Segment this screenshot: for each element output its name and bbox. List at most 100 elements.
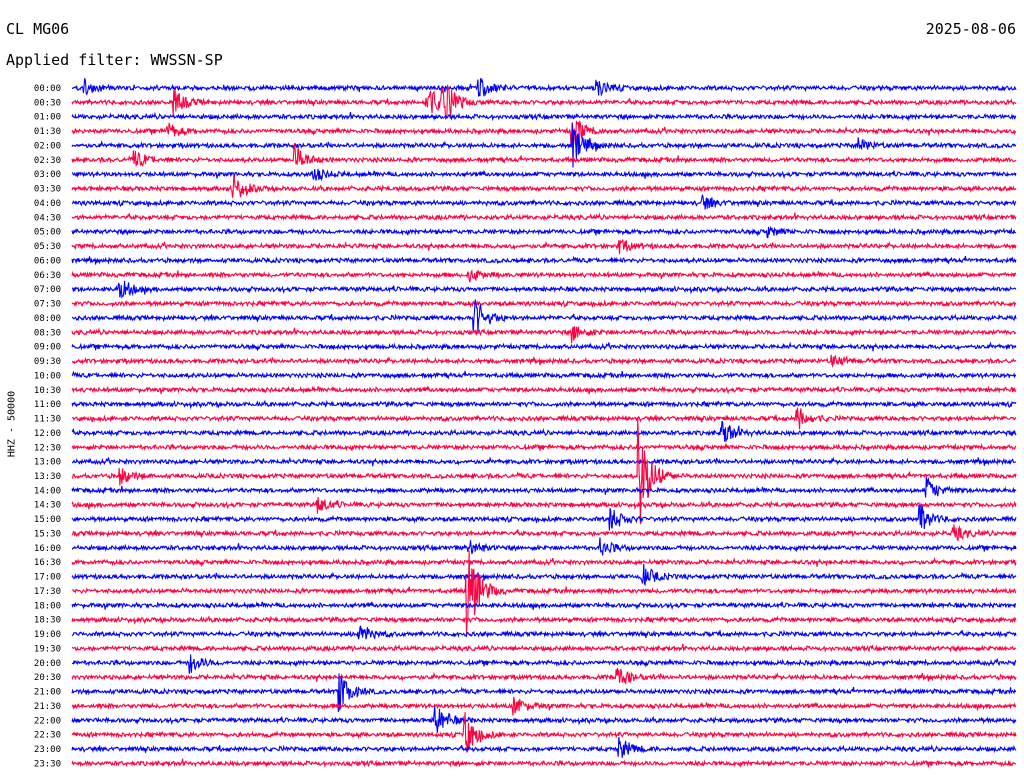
tick-label: 00:00	[34, 84, 61, 94]
trace-line	[71, 174, 1017, 198]
tick-label: 13:30	[34, 472, 61, 482]
tick-label: 04:30	[34, 213, 61, 223]
trace-line	[71, 420, 1017, 443]
trace-line	[71, 341, 1017, 352]
trace-line	[71, 84, 1017, 121]
trace-line	[71, 705, 1017, 733]
tick-label: 05:30	[34, 242, 61, 252]
trace-line	[71, 550, 1017, 635]
trace-line	[71, 385, 1017, 395]
tick-label: 12:00	[34, 429, 61, 439]
tick-label: 09:00	[34, 343, 61, 353]
trace-line	[71, 654, 1017, 674]
tick-label: 05:00	[34, 228, 61, 238]
trace-line	[71, 326, 1017, 344]
trace-line	[71, 299, 1017, 333]
trace-line	[71, 299, 1017, 309]
tick-label: 11:00	[34, 400, 61, 410]
trace-line	[71, 255, 1017, 265]
tick-label: 08:30	[34, 328, 61, 338]
trace-line	[71, 476, 1017, 498]
trace-line	[71, 456, 1017, 467]
tick-label: 13:00	[34, 458, 61, 468]
trace-line	[71, 269, 1017, 283]
tick-label: 03:00	[34, 170, 61, 180]
trace-line	[71, 123, 1017, 168]
trace-line	[71, 280, 1017, 300]
tick-label: 02:30	[34, 156, 61, 166]
tick-label: 10:00	[34, 371, 61, 381]
tick-label: 20:00	[34, 659, 61, 669]
tick-label: 17:30	[34, 587, 61, 597]
trace-line	[71, 194, 1017, 210]
trace-line	[71, 601, 1017, 611]
tick-label: 15:30	[34, 529, 61, 539]
tick-label: 16:00	[34, 544, 61, 554]
trace-line	[71, 120, 1017, 148]
trace-line	[71, 563, 1017, 587]
date-label: 2025-08-06	[925, 20, 1016, 38]
tick-label: 07:00	[34, 285, 61, 295]
trace-line	[71, 354, 1017, 368]
trace-line	[71, 673, 1017, 713]
trace-line	[71, 668, 1017, 684]
tick-label: 17:00	[34, 573, 61, 583]
tick-label: 06:00	[34, 256, 61, 266]
trace-line	[71, 712, 1017, 754]
trace-line	[71, 537, 1017, 556]
trace-line	[71, 442, 1017, 453]
tick-label: 02:00	[34, 141, 61, 151]
trace-line	[71, 556, 1017, 568]
tick-label: 01:00	[34, 113, 61, 123]
tick-label: 10:30	[34, 386, 61, 396]
tick-label: 08:00	[34, 314, 61, 324]
trace-line	[71, 696, 1017, 716]
trace-line	[71, 625, 1017, 640]
trace-line	[71, 399, 1017, 410]
trace-line	[71, 615, 1017, 625]
trace-line	[71, 407, 1017, 430]
tick-label: 16:30	[34, 558, 61, 568]
tick-label: 19:00	[34, 630, 61, 640]
trace-line	[71, 168, 1017, 182]
tick-label: 00:30	[34, 98, 61, 108]
trace-line	[71, 111, 1017, 122]
tick-label: 18:00	[34, 601, 61, 611]
trace-line	[71, 212, 1017, 222]
tick-label: 07:30	[34, 300, 61, 310]
tick-label: 14:30	[34, 501, 61, 511]
trace-line	[71, 504, 1017, 531]
tick-label: 12:30	[34, 443, 61, 453]
filter-label: Applied filter: WWSSN-SP	[6, 51, 223, 69]
station-label: CL MG06	[6, 20, 70, 38]
tick-label: 03:30	[34, 185, 61, 195]
tick-label: 06:30	[34, 271, 61, 281]
tick-label: 21:00	[34, 688, 61, 698]
tick-label: 23:30	[34, 759, 61, 769]
trace-line	[71, 239, 1017, 255]
trace-line	[71, 370, 1017, 380]
tick-label: 15:00	[34, 515, 61, 525]
trace-line	[71, 77, 1017, 97]
trace-line	[71, 225, 1017, 239]
trace-line	[71, 417, 1017, 525]
tick-label: 18:30	[34, 616, 61, 626]
tick-label: 20:30	[34, 673, 61, 683]
tick-label: 22:00	[34, 716, 61, 726]
trace-line	[71, 524, 1017, 542]
trace-line	[71, 736, 1017, 758]
tick-label: 21:30	[34, 702, 61, 712]
tick-label: 09:30	[34, 357, 61, 367]
tick-label: 01:30	[34, 127, 61, 137]
tick-label: 23:00	[34, 745, 61, 755]
tick-label: 22:30	[34, 731, 61, 741]
tick-label: 04:00	[34, 199, 61, 209]
trace-line	[71, 643, 1017, 653]
tick-label: 14:00	[34, 486, 61, 496]
tick-label: 11:30	[34, 415, 61, 425]
trace-line	[71, 143, 1017, 167]
tick-label: 19:30	[34, 644, 61, 654]
trace-line	[71, 758, 1017, 768]
trace-line	[71, 496, 1017, 514]
